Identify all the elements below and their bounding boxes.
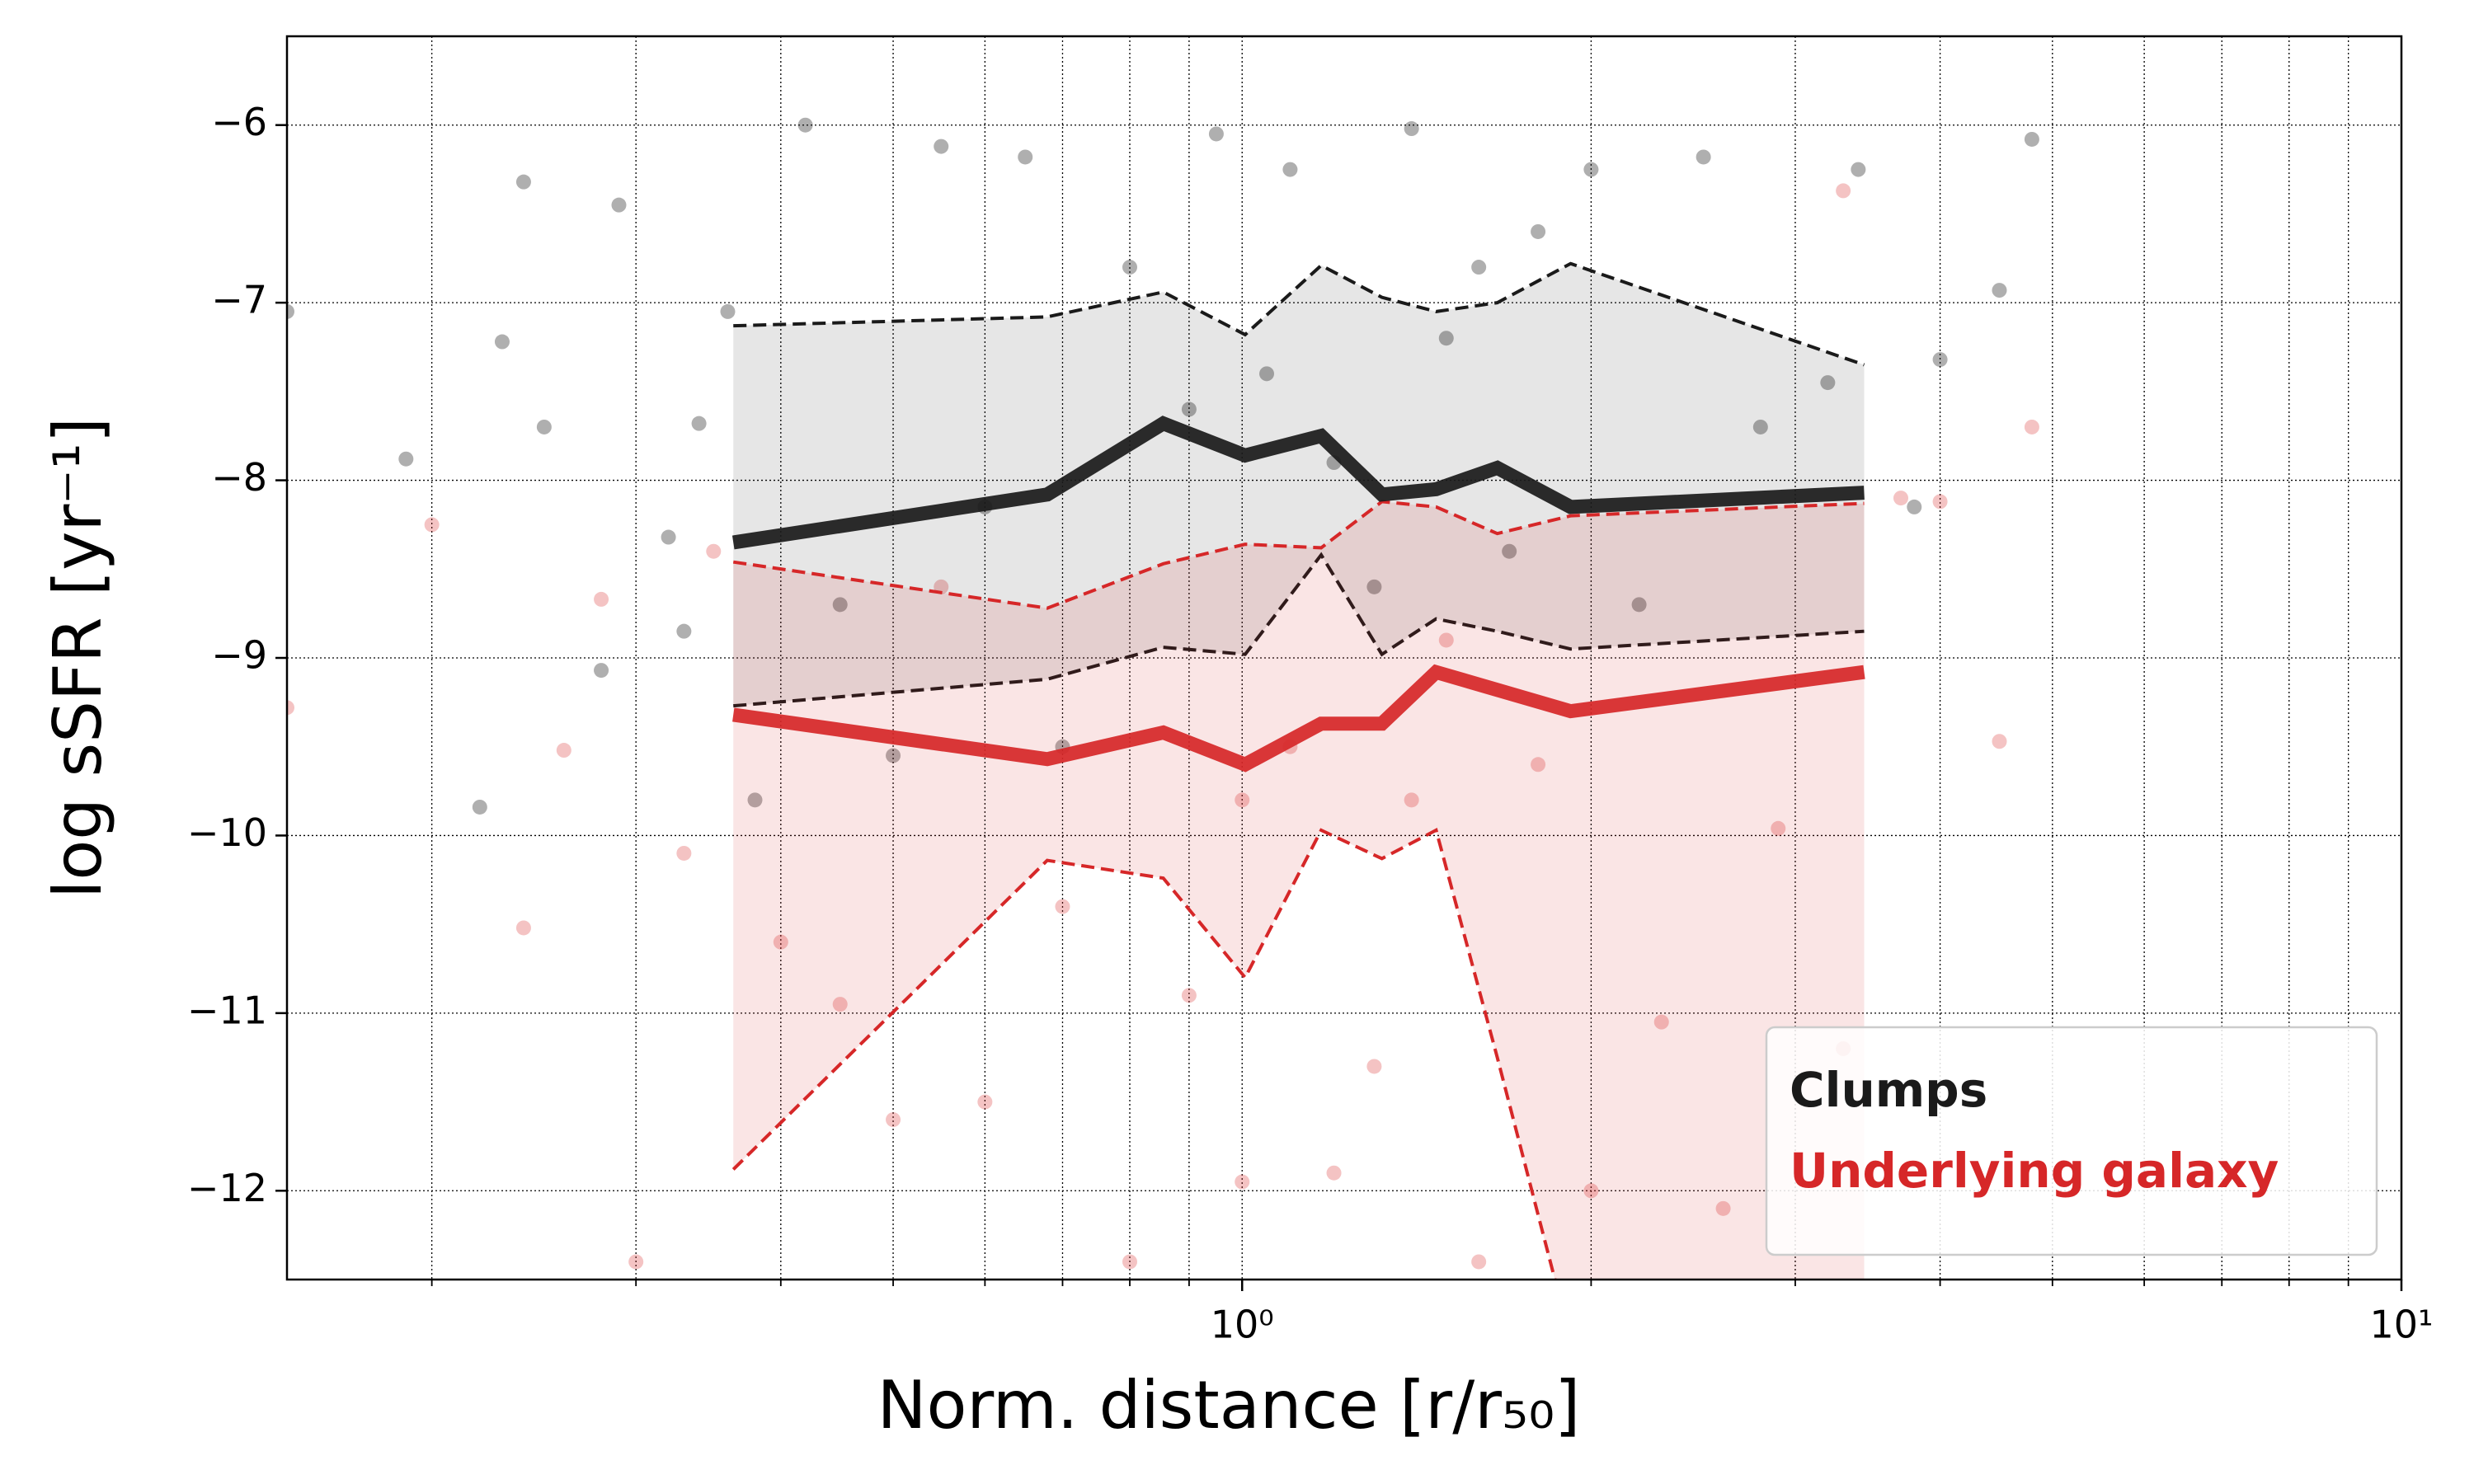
- data-point: [556, 743, 571, 758]
- data-point: [773, 934, 788, 950]
- data-point: [1502, 543, 1517, 559]
- legend-entry: Clumps: [1790, 1062, 1987, 1118]
- data-point: [797, 117, 813, 133]
- data-point: [536, 419, 552, 434]
- data-point: [424, 517, 440, 533]
- y-tick-label: −8: [211, 455, 267, 500]
- data-point: [1531, 223, 1546, 239]
- x-tick-label: 10⁰: [1211, 1303, 1274, 1347]
- data-point: [886, 748, 901, 763]
- data-point: [1122, 1254, 1137, 1270]
- y-tick-label: −11: [187, 988, 267, 1032]
- x-axis-label: Norm. distance [r/r₅₀]: [877, 1367, 1581, 1444]
- data-point: [1122, 260, 1137, 275]
- data-point: [1820, 375, 1836, 391]
- data-point: [515, 920, 531, 936]
- data-point: [977, 1094, 993, 1110]
- data-point: [1366, 579, 1382, 594]
- legend-entry: Underlying galaxy: [1790, 1143, 2279, 1199]
- data-point: [706, 543, 722, 559]
- data-point: [1653, 1014, 1669, 1030]
- y-tick-label: −6: [211, 100, 267, 144]
- legend: Clumps Underlying galaxy: [1765, 1026, 2378, 1256]
- data-point: [832, 597, 848, 613]
- legend-box: [1765, 1026, 2378, 1256]
- data-point: [1438, 632, 1454, 648]
- data-point: [676, 623, 692, 639]
- data-point: [1055, 899, 1070, 914]
- data-point: [1181, 988, 1197, 1003]
- data-point: [747, 792, 763, 808]
- median-line: [731, 416, 1865, 550]
- data-point: [594, 591, 609, 607]
- data-point: [628, 1254, 644, 1270]
- percentile-band: [733, 263, 1865, 707]
- data-point: [472, 799, 487, 815]
- data-point: [1932, 352, 1948, 368]
- data-point: [1907, 499, 1922, 514]
- data-point: [611, 197, 627, 213]
- data-point: [287, 303, 294, 319]
- percentile-band: [733, 501, 1865, 1280]
- data-point: [1018, 149, 1033, 165]
- axes: −6 −7 −8 −9 −10 −11 −12 10⁰ 10¹: [187, 100, 2434, 1346]
- data-point: [832, 997, 848, 1012]
- data-point: [691, 416, 707, 431]
- data-point: [1932, 494, 1948, 510]
- data-point: [1696, 149, 1711, 165]
- data-point: [934, 139, 949, 154]
- data-point: [1438, 331, 1454, 346]
- data-point: [287, 700, 294, 716]
- data-point: [1181, 402, 1197, 417]
- data-point: [1208, 126, 1224, 142]
- data-point: [1471, 260, 1487, 275]
- data-point: [886, 1112, 901, 1128]
- data-point: [1851, 162, 1866, 177]
- data-point: [1326, 1165, 1342, 1181]
- data-point: [1631, 597, 1647, 613]
- data-point: [1836, 183, 1851, 199]
- data-point: [1404, 792, 1419, 808]
- y-tick-label: −9: [211, 633, 267, 678]
- plot-area: [287, 117, 2039, 1280]
- data-point: [2024, 419, 2039, 434]
- data-point: [720, 303, 736, 319]
- y-tick-label: −12: [187, 1166, 267, 1210]
- y-tick-label: −7: [211, 278, 267, 322]
- data-point: [515, 174, 531, 190]
- data-point: [1404, 121, 1419, 137]
- percentile-line: [733, 552, 1865, 708]
- data-point: [1583, 162, 1599, 177]
- data-point: [1259, 366, 1275, 382]
- data-point: [1771, 820, 1786, 836]
- data-point: [676, 845, 692, 861]
- y-tick-label: −10: [187, 810, 267, 855]
- data-point: [398, 451, 414, 467]
- data-point: [1235, 792, 1250, 808]
- data-point: [1715, 1200, 1731, 1216]
- percentile-line: [731, 828, 1557, 1280]
- data-point: [494, 334, 510, 350]
- data-point: [1752, 419, 1768, 434]
- percentile-line: [732, 500, 1865, 610]
- data-point: [2024, 131, 2039, 147]
- data-point: [1366, 1059, 1382, 1074]
- data-point: [1235, 1174, 1250, 1190]
- data-point: [1583, 1183, 1599, 1199]
- data-point: [594, 663, 609, 679]
- data-point: [1992, 283, 2007, 298]
- data-point: [1531, 757, 1546, 773]
- percentile-line: [733, 261, 1865, 367]
- y-axis-label: log sSFR [yr⁻¹]: [40, 417, 116, 899]
- data-point: [661, 529, 676, 545]
- data-point: [1893, 491, 1908, 506]
- data-point: [1282, 162, 1298, 177]
- median-line: [732, 664, 1865, 773]
- data-point: [1992, 734, 2007, 749]
- x-tick-label: 10¹: [2370, 1303, 2434, 1347]
- data-point: [1471, 1254, 1487, 1270]
